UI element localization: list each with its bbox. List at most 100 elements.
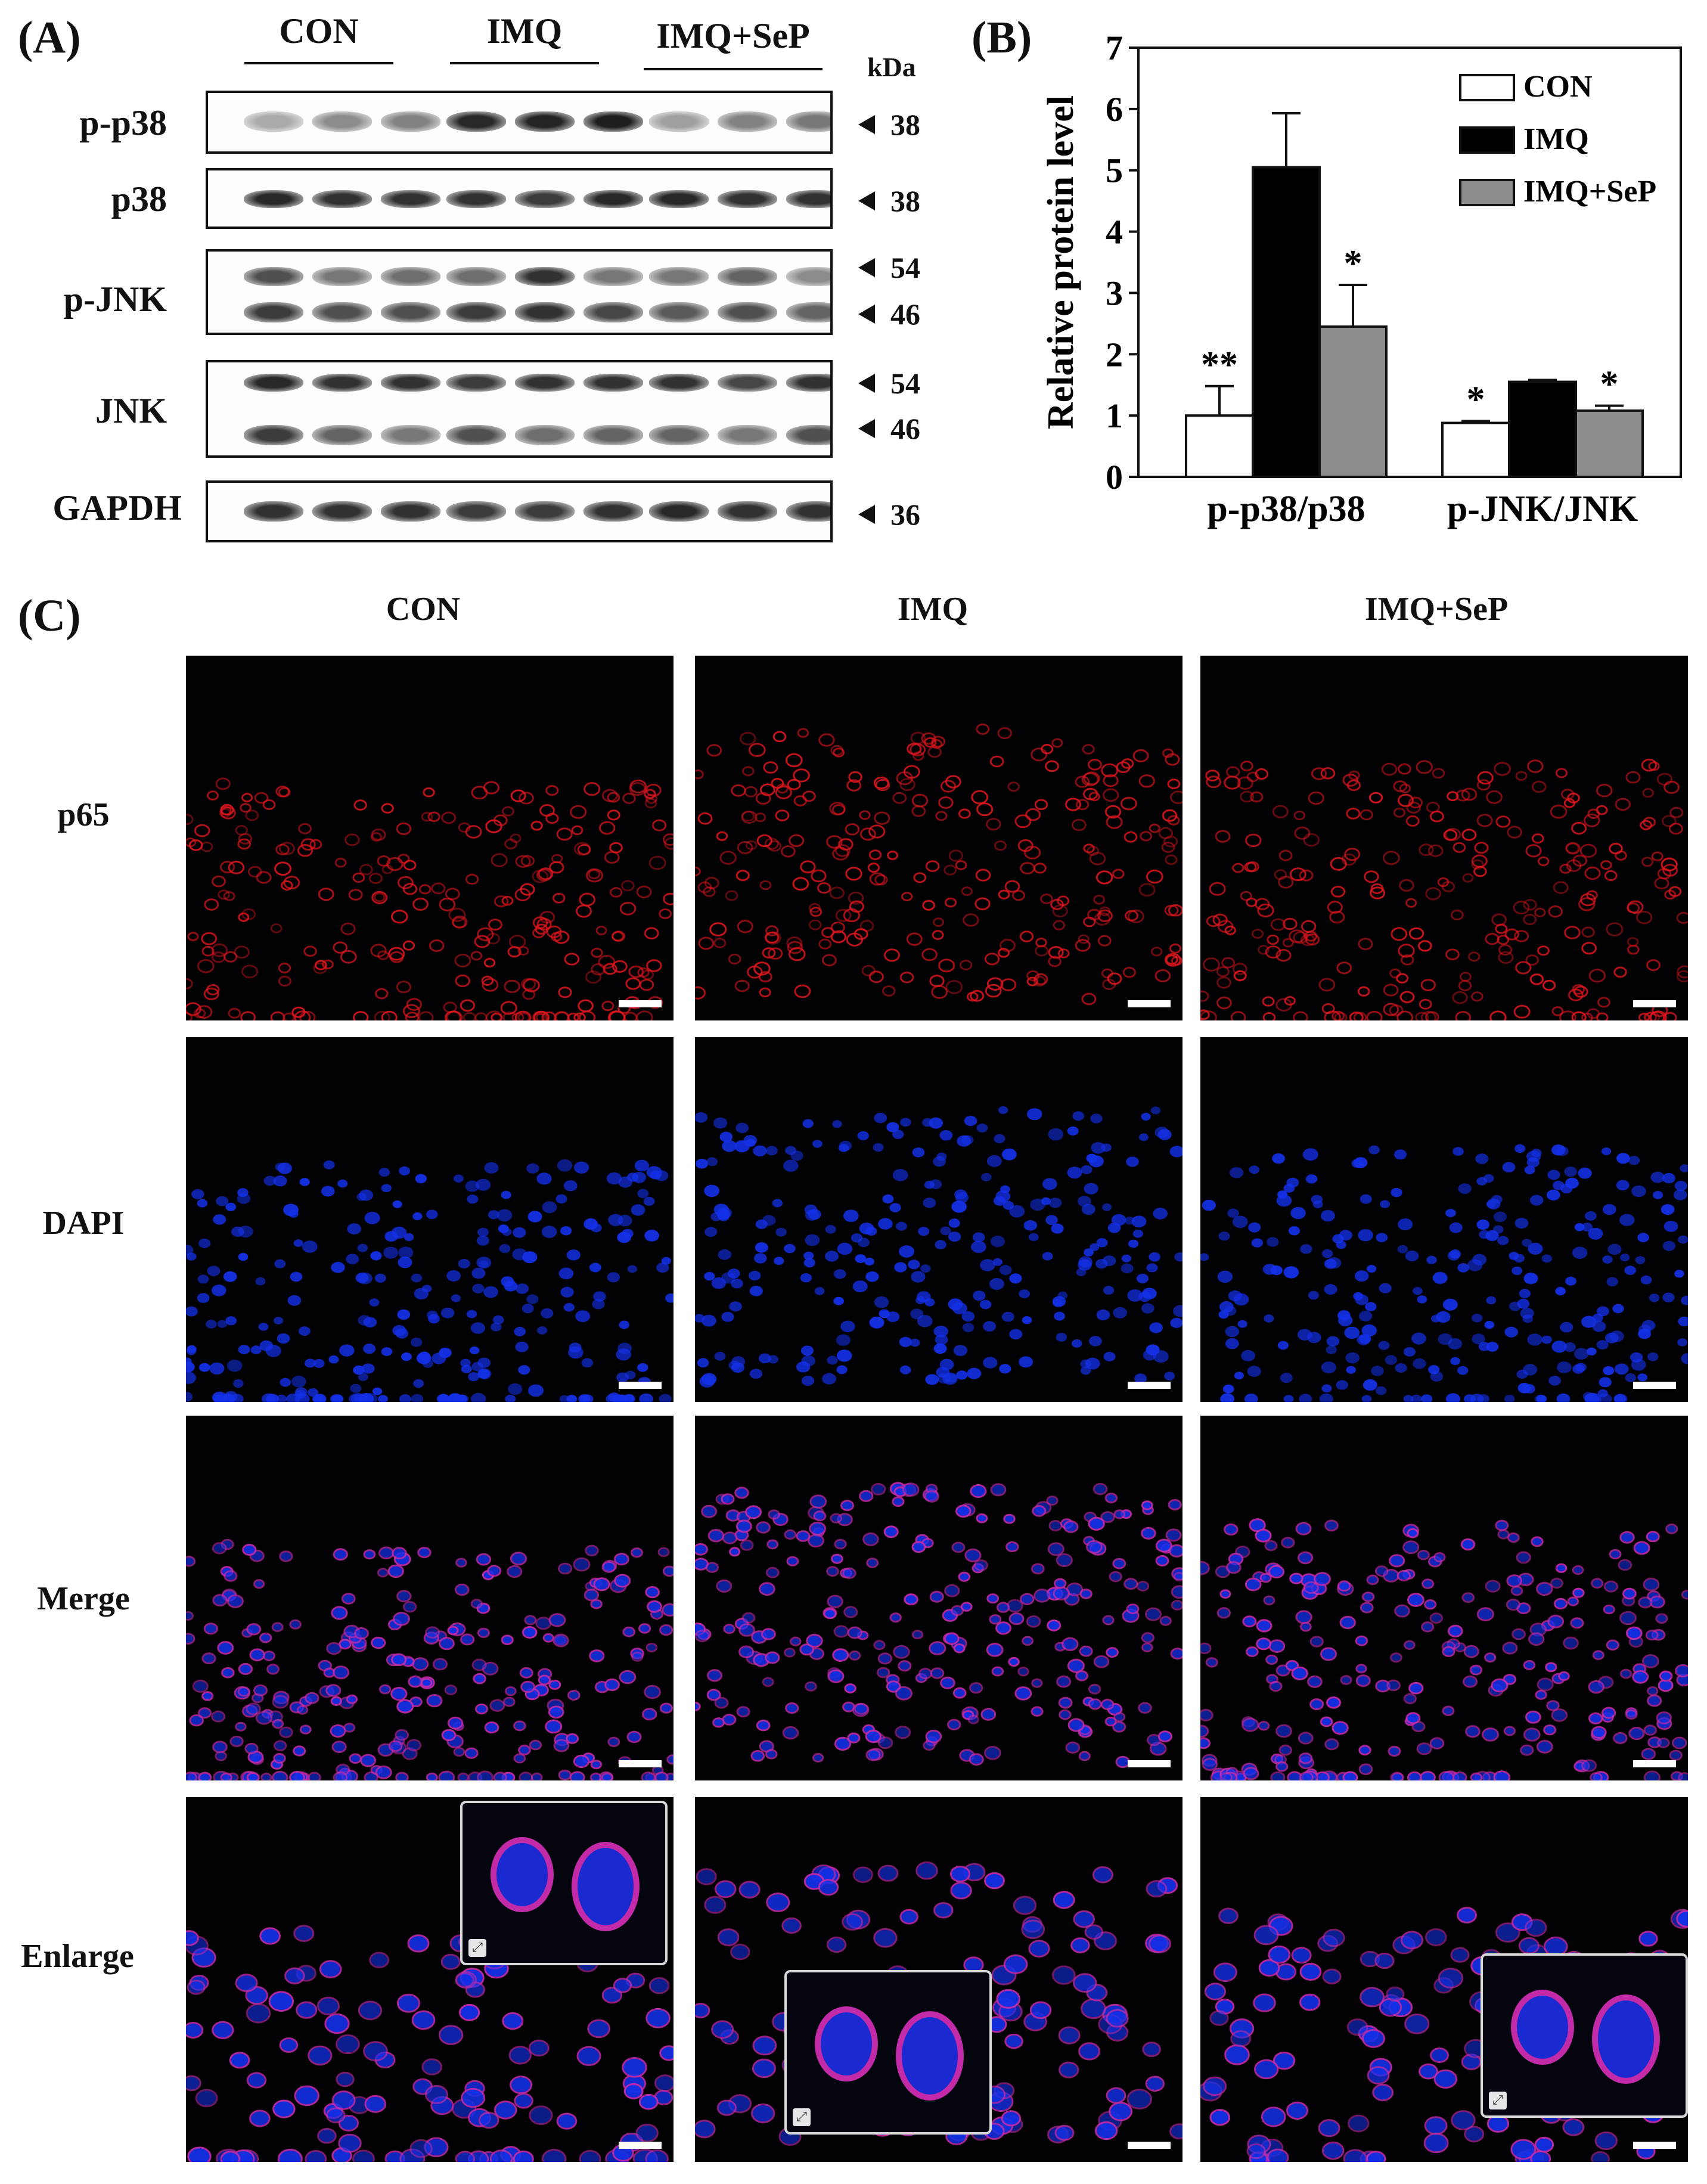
micrograph-merge [1200,1416,1688,1780]
blot-band [515,302,575,322]
kda-marker-p38: 38 [858,184,920,218]
micro-row-p65: p65 [57,796,110,833]
blot-band [718,374,777,392]
blot-band [584,501,643,522]
kda-marker-gapdh: 36 [858,497,920,532]
blot-band [584,302,643,322]
scale-bar [1633,1760,1676,1767]
scale-bar [1633,2142,1676,2149]
blot-group-imqsep: IMQ+SeP [656,16,810,55]
cell-field [1200,1518,1688,1780]
scale-bar [1128,1760,1171,1767]
x-category-label: p-JNK/JNK [1447,489,1638,529]
cell-field [186,1538,674,1780]
blot-band [312,267,372,286]
blot-band [244,501,303,522]
blot-band [786,374,830,392]
micrograph-dapi [186,1037,674,1402]
kda-marker-p-p38: 38 [858,107,920,142]
cell-field [695,1482,1183,1769]
blot-band [649,501,709,522]
blot-band [381,501,440,522]
arrow-left-icon [858,305,875,324]
chart-frame [1137,46,1682,478]
y-tick-label: 0 [1106,458,1123,497]
blot-band [244,267,303,286]
panel-b-label: (B) [972,13,1032,63]
blot-band [381,267,440,286]
panel-c-label: (C) [18,591,81,641]
kda-value: 46 [890,297,920,331]
blot-band [312,111,372,132]
legend-swatch [1459,179,1515,206]
cell-field [695,723,1183,1006]
kda-value: 46 [890,412,920,445]
blot-p-jnk [206,249,833,335]
blot-band [515,374,575,392]
legend-label: IMQ [1523,122,1589,156]
blot-band [649,267,709,286]
blot-band [786,111,830,132]
inset-cells [815,2006,964,2101]
scale-bar [1128,1382,1171,1389]
blot-band [244,302,303,322]
blot-band [381,425,440,445]
kda-header: kDa [867,52,916,82]
blot-band [446,190,506,208]
blot-band [446,425,506,445]
blot-band [446,501,506,522]
scale-bar [1128,1000,1171,1007]
arrow-left-icon [858,258,875,277]
legend-swatch [1459,74,1515,101]
blot-band [244,425,303,445]
blot-band [786,302,830,322]
kda-value: 54 [890,367,920,400]
x-category-label: p-p38/p38 [1207,489,1365,529]
blot-band [649,190,709,208]
y-tick-label: 3 [1106,274,1123,312]
blot-band [584,111,643,132]
blot-band [312,501,372,522]
blot-band [718,501,777,522]
micrograph-p65 [695,656,1183,1020]
scale-bar [619,1000,662,1007]
scale-bar [619,1382,662,1389]
blot-p-p38 [206,91,833,154]
micro-row-merge: Merge [37,1580,130,1617]
blot-group-imq: IMQ [486,11,563,51]
inset-cells [1511,1990,1660,2084]
cell-field [186,1159,674,1402]
blot-label-p-jnk: p-JNK [63,280,167,319]
scale-bar [619,1760,662,1767]
blot-band [312,302,372,322]
blot-band [312,425,372,445]
blot-band [786,425,830,445]
kda-value: 36 [890,498,920,531]
blot-band [515,190,575,208]
blot-label-gapdh: GAPDH [52,488,182,528]
kda-value: 54 [890,251,920,284]
scale-bar [1633,1000,1676,1007]
micro-col-imqsep: IMQ+SeP [1364,591,1509,628]
blot-band [244,190,303,208]
bar-imq [1252,166,1321,479]
micrograph-merge [695,1416,1183,1780]
blot-band [381,374,440,392]
y-tick-label: 1 [1106,396,1123,435]
micro-col-con: CON [386,591,461,628]
blot-band [786,190,830,208]
scale-bar [619,2142,662,2149]
micrograph-enlarge: ⤢ [1200,1797,1688,2162]
micrograph-p65 [186,656,674,1020]
blot-gapdh [206,480,833,542]
y-tick-label: 5 [1106,151,1123,190]
blot-band [786,267,830,286]
blot-band [649,302,709,322]
legend-label: CON [1523,70,1593,104]
blot-band [312,374,372,392]
blot-group-con-line [244,62,393,64]
cell-field [695,1106,1183,1388]
blot-band [584,190,643,208]
cell-field [1200,1144,1688,1402]
